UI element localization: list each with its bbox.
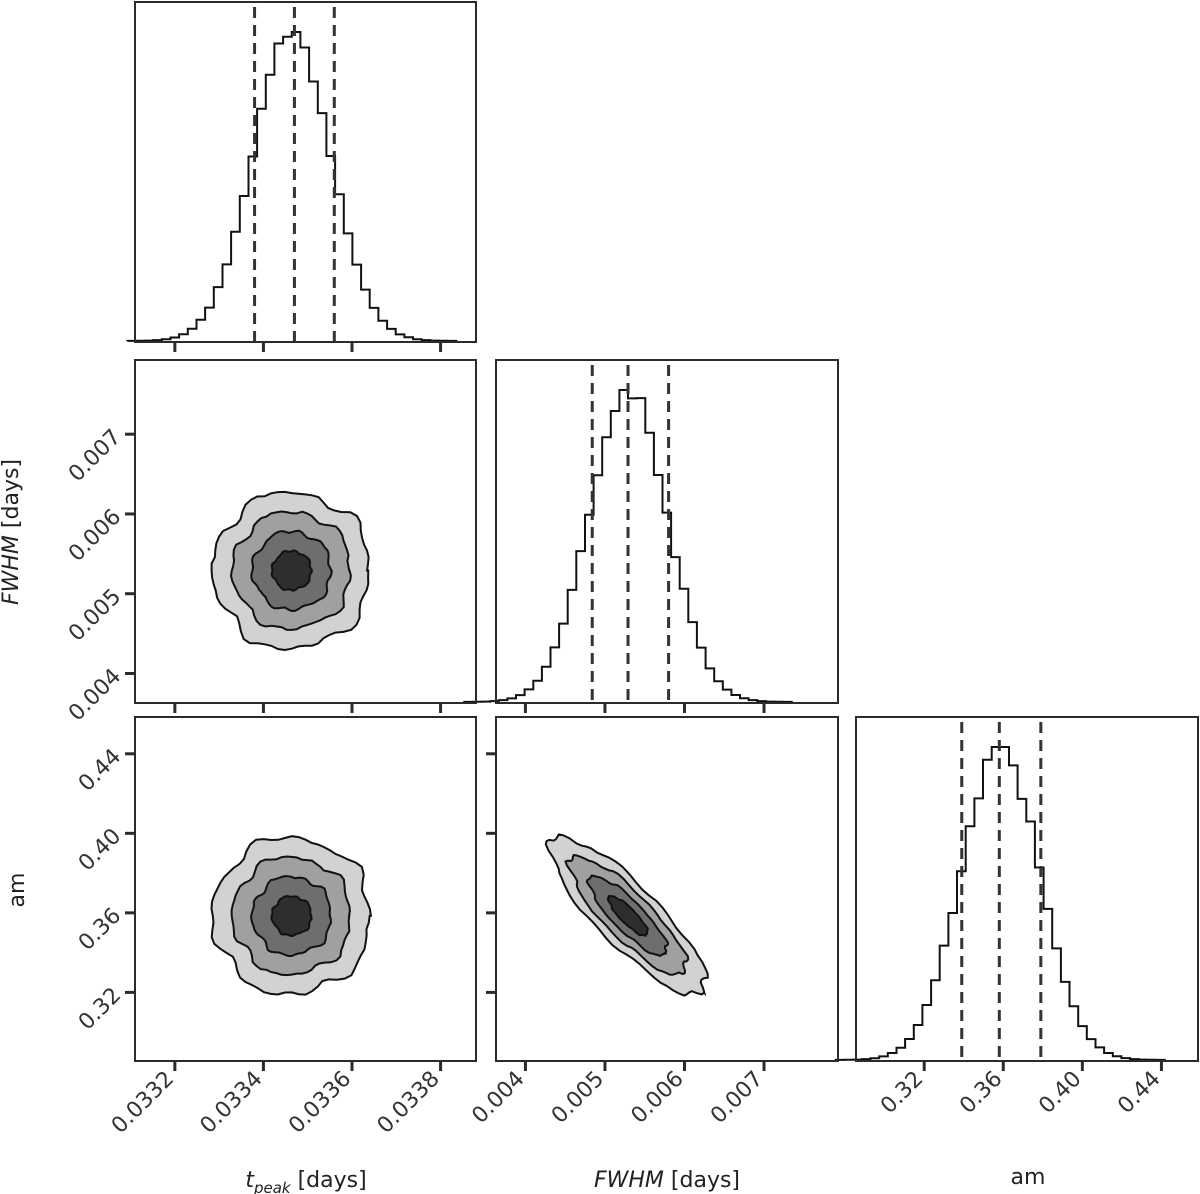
contour-layer: [210, 490, 709, 997]
x-tick-label-fwhm: 0.006: [627, 1067, 689, 1129]
x-tick-label-am: 0.40: [1034, 1067, 1086, 1119]
contour-fwhm-vs-tpeak-level-1: [270, 549, 314, 592]
tpeak-label-unit: [days]: [291, 1168, 367, 1193]
x-tick-label-fwhm: 0.005: [547, 1067, 609, 1129]
axis-label-layer: tpeak [days] FWHM [days] am FWHM [days] …: [0, 425, 1166, 1194]
y-tick-label-am: 0.36: [74, 903, 126, 955]
fwhm-label-unit: [days]: [664, 1168, 740, 1193]
y-tick-label-fwhm: 0.005: [64, 584, 126, 646]
tpeak-label-subscript: peak: [253, 1179, 292, 1194]
y-tick-label-fwhm: 0.004: [64, 664, 126, 726]
x-tick-label-fwhm: 0.004: [467, 1067, 529, 1129]
fwhm-label-main: FWHM: [594, 1168, 664, 1193]
y-tick-label-fwhm: 0.007: [64, 425, 126, 487]
x-tick-label-tpeak: 0.0338: [373, 1067, 445, 1139]
y-axis-label-am: am: [5, 873, 30, 908]
x-tick-label-fwhm: 0.007: [706, 1067, 768, 1129]
tick-layer: [125, 342, 1163, 1071]
tpeak-label-main: t: [245, 1168, 255, 1193]
y-tick-label-am: 0.44: [74, 744, 126, 796]
panel-frame-fwhm-tpeak: [134, 359, 477, 704]
x-tick-label-tpeak: 0.0336: [284, 1067, 356, 1139]
panel-frame-am-am: [855, 716, 1199, 1062]
contour-am-vs-fwhm-level-1: [606, 894, 650, 937]
panel-frame-am-fwhm: [495, 716, 839, 1062]
x-axis-label-fwhm: FWHM [days]: [594, 1168, 740, 1193]
x-tick-label-tpeak: 0.0334: [196, 1067, 268, 1139]
y-tick-label-fwhm: 0.006: [64, 505, 126, 567]
fwhm-ylabel-unit: [days]: [0, 459, 24, 535]
panel-frame-layer: [134, 1, 1199, 1062]
fwhm-ylabel-main: FWHM: [0, 535, 24, 605]
histogram-tpeak: [126, 31, 458, 342]
y-axis-label-fwhm: FWHM [days]: [0, 459, 24, 605]
histogram-layer: [126, 7, 1166, 1061]
x-tick-label-tpeak: 0.0332: [107, 1067, 179, 1139]
histogram-fwhm: [463, 389, 793, 703]
x-tick-label-am: 0.32: [876, 1067, 928, 1119]
panel-frame-tpeak-tpeak: [134, 1, 477, 343]
contour-am-vs-tpeak-level-1: [270, 895, 313, 938]
panel-frame-am-tpeak: [134, 716, 477, 1062]
panel-frame-fwhm-fwhm: [495, 359, 839, 704]
y-tick-label-am: 0.40: [74, 824, 126, 876]
x-axis-label-am: am: [1011, 1165, 1046, 1190]
x-tick-label-am: 0.36: [955, 1067, 1007, 1119]
x-axis-label-tpeak: tpeak [days]: [245, 1168, 366, 1194]
y-tick-label-am: 0.32: [74, 983, 126, 1035]
x-tick-label-am: 0.44: [1113, 1067, 1165, 1119]
